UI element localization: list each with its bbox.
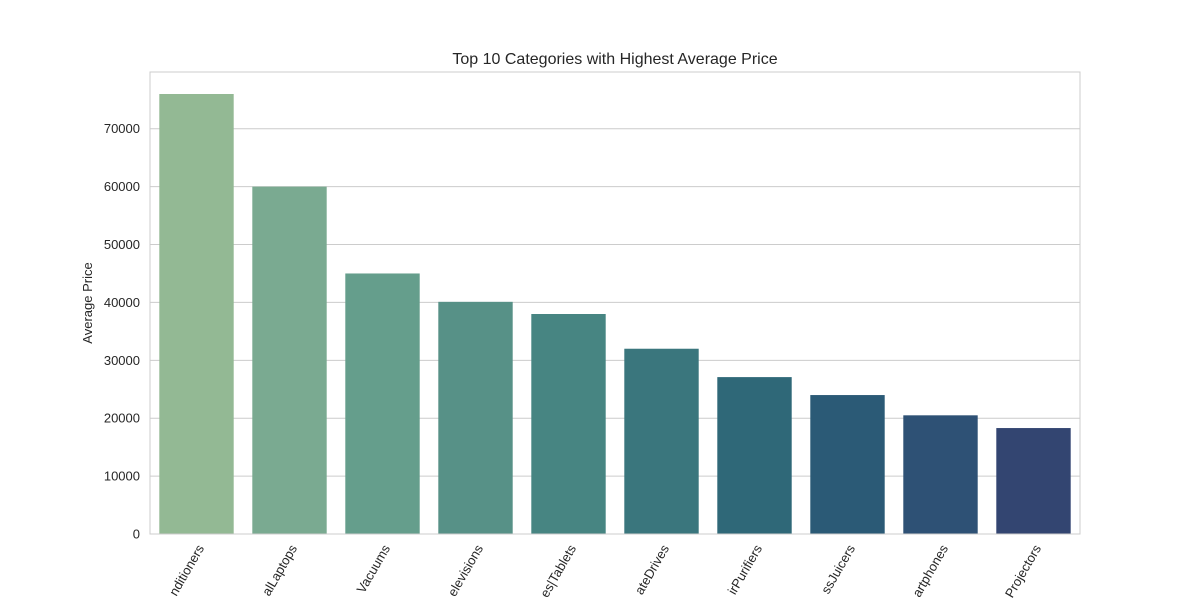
bar bbox=[717, 377, 792, 534]
y-tick-labels: 0 10000 20000 30000 40000 50000 60000 70000 bbox=[104, 121, 140, 541]
x-tick-label: irPurifiers bbox=[725, 542, 766, 597]
x-tick-label: Vacuums bbox=[353, 542, 393, 596]
x-tick-label: es|Tablets bbox=[537, 542, 579, 600]
bar bbox=[531, 314, 606, 534]
y-tick-label: 10000 bbox=[104, 469, 140, 484]
y-tick-label: 50000 bbox=[104, 237, 140, 252]
bar bbox=[252, 186, 327, 534]
bar bbox=[159, 94, 234, 534]
x-tick-label: artphones bbox=[909, 542, 951, 600]
x-tick-label: alLaptops bbox=[259, 542, 300, 599]
bar bbox=[903, 415, 978, 534]
y-tick-label: 0 bbox=[133, 527, 140, 542]
y-tick-label: 60000 bbox=[104, 179, 140, 194]
y-axis-label: Average Price bbox=[80, 262, 95, 343]
bar bbox=[624, 348, 699, 534]
bar bbox=[438, 301, 513, 534]
y-tick-label: 30000 bbox=[104, 353, 140, 368]
bar bbox=[810, 395, 885, 534]
chart-title: Top 10 Categories with Highest Average P… bbox=[452, 51, 777, 68]
x-tick-label: ssJuicers bbox=[818, 542, 858, 597]
y-tick-label: 70000 bbox=[104, 121, 140, 136]
plot-frame bbox=[149, 71, 1081, 535]
x-tick-label: ateDrives bbox=[632, 542, 673, 597]
x-tick-label: Projectors bbox=[1002, 542, 1044, 600]
x-tick-label: nditioners bbox=[166, 542, 207, 599]
bar bbox=[996, 428, 1071, 534]
bars bbox=[159, 94, 1071, 534]
y-tick-label: 40000 bbox=[104, 295, 140, 310]
y-tick-label: 20000 bbox=[104, 411, 140, 426]
x-tick-label: elevisions bbox=[445, 542, 487, 599]
x-tick-labels: nditioners alLaptops Vacuums elevisions es|T… bbox=[166, 542, 1044, 600]
bar bbox=[345, 273, 420, 534]
